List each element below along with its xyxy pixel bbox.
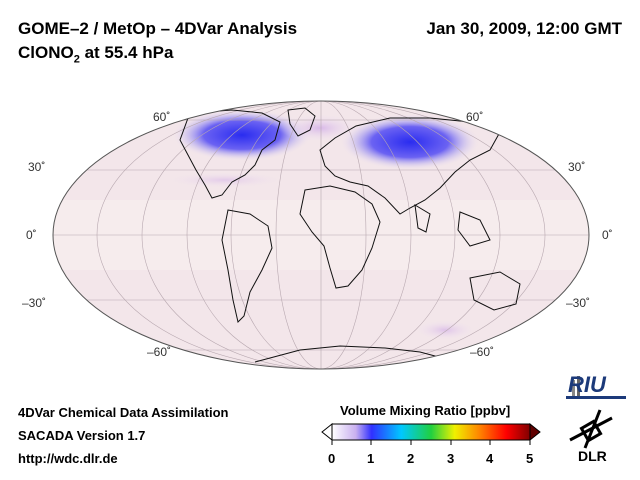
lat-label-right: –60˚ xyxy=(470,345,495,359)
dlr-logo-text: DLR xyxy=(578,448,607,464)
footer-link[interactable]: http://wdc.dlr.de xyxy=(18,451,118,466)
colorbar-tick-label: 5 xyxy=(526,451,534,466)
colorbar-overflow-arrow xyxy=(529,422,541,442)
species-label: ClONO2 at 55.4 hPa xyxy=(18,43,174,66)
colorbar-tick-label: 2 xyxy=(407,451,415,466)
colorbar-tick-label: 4 xyxy=(486,451,494,466)
colorbar xyxy=(331,423,531,441)
riu-logo-icon xyxy=(566,376,626,399)
lat-label-right: 30˚ xyxy=(568,160,586,174)
map-title: GOME–2 / MetOp – 4DVar Analysis xyxy=(18,19,298,38)
colorbar-tick-label: 0 xyxy=(328,451,336,466)
colorbar-underflow-arrow xyxy=(321,422,333,442)
colorbar-tick-label: 1 xyxy=(367,451,375,466)
lat-label-right: –30˚ xyxy=(566,296,591,310)
lat-label-left: 0˚ xyxy=(26,228,37,242)
lat-label-left: –30˚ xyxy=(22,296,47,310)
map-field xyxy=(53,101,589,369)
footer-line-2: SACADA Version 1.7 xyxy=(18,428,146,443)
lat-label-right: 60˚ xyxy=(466,110,484,124)
lat-label-left: 30˚ xyxy=(28,160,46,174)
dlr-logo-icon xyxy=(569,409,613,449)
analysis-datetime: Jan 30, 2009, 12:00 GMT xyxy=(426,19,622,38)
footer-line-1: 4DVar Chemical Data Assimilation xyxy=(18,405,229,420)
colorbar-title: Volume Mixing Ratio [ppbv] xyxy=(340,403,511,418)
lat-label-left: 60˚ xyxy=(153,110,171,124)
lat-label-right: 0˚ xyxy=(602,228,613,242)
riu-logo-text: RIU xyxy=(568,372,606,397)
lat-label-left: –60˚ xyxy=(147,345,172,359)
colorbar-tick-label: 3 xyxy=(447,451,455,466)
map-border xyxy=(52,100,590,370)
coastlines xyxy=(179,107,521,363)
colorbar-ticks xyxy=(331,440,531,445)
